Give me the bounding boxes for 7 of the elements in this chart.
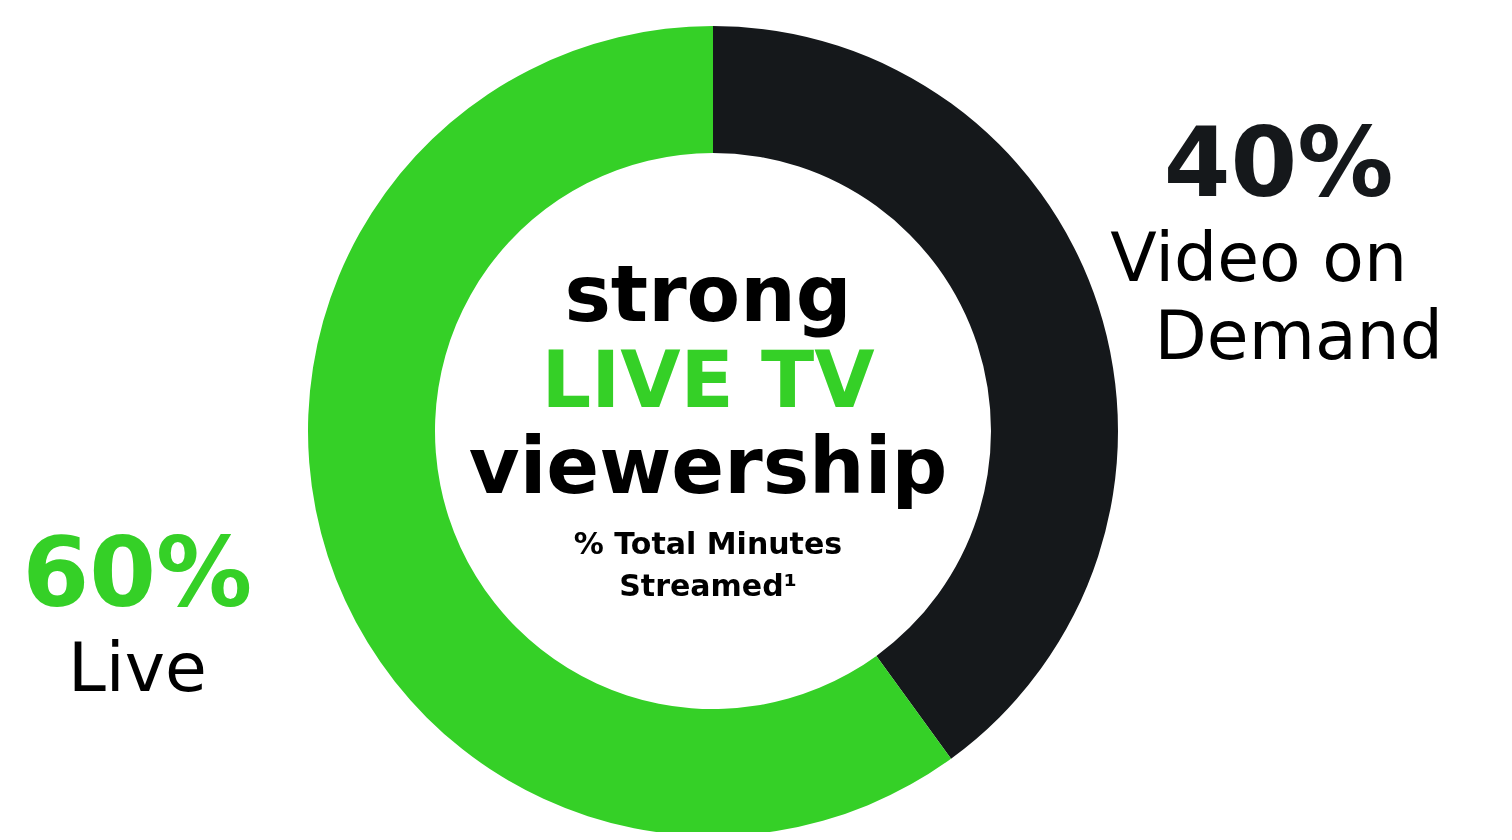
text: viewership [468, 421, 948, 511]
text: strong [563, 249, 853, 339]
slice-label: Video on Demand [1110, 217, 1443, 375]
slice-label: Live [67, 628, 207, 708]
data-label: 60% [22, 517, 253, 630]
text: % Total Minutes Streamed¹ [572, 525, 844, 605]
data-label: 40% [1163, 106, 1394, 219]
